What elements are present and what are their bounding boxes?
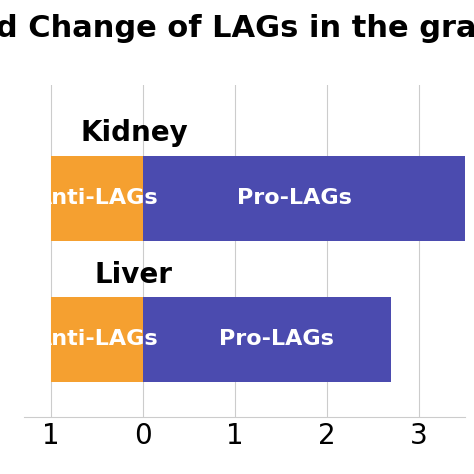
Bar <box>51 156 143 241</box>
Text: Pro-LAGs: Pro-LAGs <box>237 188 352 208</box>
Text: Pro-LAGs: Pro-LAGs <box>219 329 334 349</box>
Text: Anti-LAGs: Anti-LAGs <box>36 329 159 349</box>
Bar <box>143 297 391 382</box>
Text: Fold Change of LAGs in the gray wha: Fold Change of LAGs in the gray wha <box>0 14 474 43</box>
Bar <box>51 297 143 382</box>
Bar <box>143 156 474 241</box>
Text: Liver: Liver <box>95 261 173 289</box>
Text: Anti-LAGs: Anti-LAGs <box>36 188 159 208</box>
Text: Kidney: Kidney <box>80 119 188 147</box>
